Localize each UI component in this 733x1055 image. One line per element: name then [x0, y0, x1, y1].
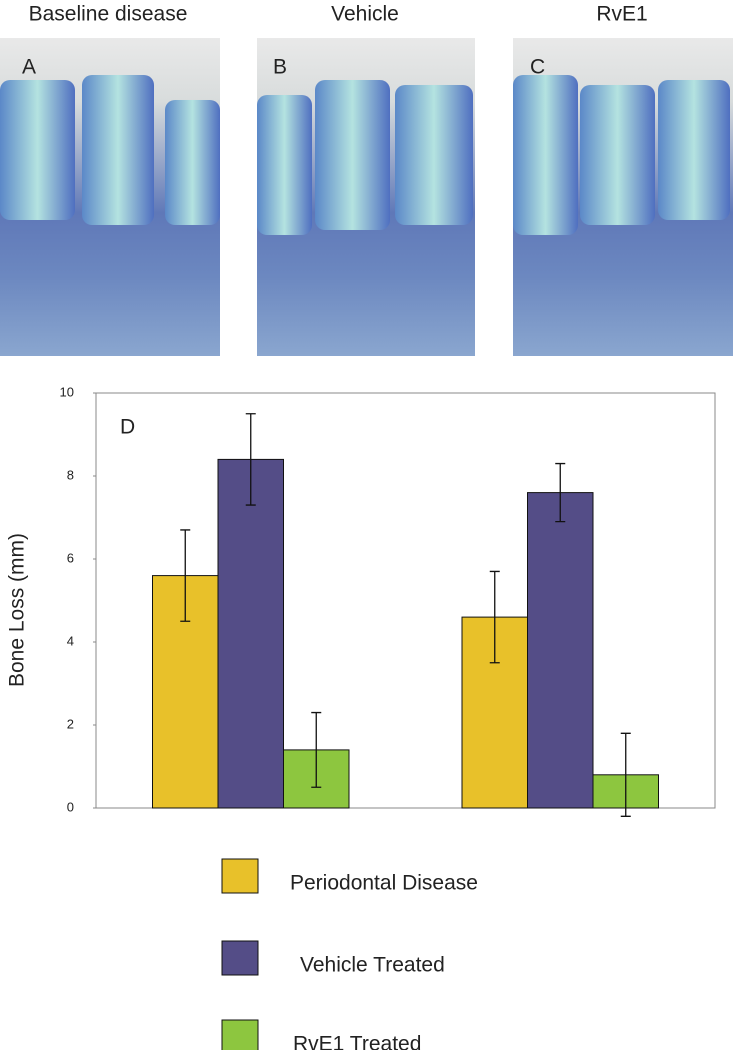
photo-c	[513, 38, 733, 356]
bar	[527, 492, 594, 809]
panel-title: Baseline disease	[29, 3, 188, 26]
legend-swatch	[221, 940, 259, 976]
y-tick-label: 2	[67, 716, 74, 731]
panel-title: Vehicle	[331, 3, 399, 26]
y-tick-label: 8	[67, 467, 74, 482]
plot-frame	[95, 392, 716, 809]
error-bar	[311, 711, 322, 788]
panel-letter: B	[273, 56, 287, 79]
legend-label: RvE1 Treated	[293, 1033, 421, 1050]
photo-b	[257, 38, 475, 356]
error-bar	[620, 732, 631, 817]
legend-swatch	[221, 1019, 259, 1055]
legend-swatch	[221, 858, 259, 894]
y-tick-label: 0	[67, 799, 74, 814]
panel-letter: A	[22, 56, 36, 79]
legend-label: Periodontal Disease	[290, 872, 478, 895]
panel-letter: C	[530, 56, 545, 79]
photo-a	[0, 38, 220, 356]
error-bar	[245, 413, 256, 506]
error-bar	[489, 570, 500, 664]
error-bar	[180, 529, 191, 622]
panel-letter: D	[120, 416, 135, 439]
y-tick-label: 10	[60, 384, 74, 399]
y-tick-label: 6	[67, 550, 74, 565]
panel-title: RvE1	[596, 3, 647, 26]
error-bar	[555, 462, 566, 523]
y-axis-label: Bone Loss (mm)	[6, 533, 29, 687]
y-tick-label: 4	[67, 633, 74, 648]
bar	[217, 458, 284, 809]
legend-label: Vehicle Treated	[300, 954, 445, 977]
